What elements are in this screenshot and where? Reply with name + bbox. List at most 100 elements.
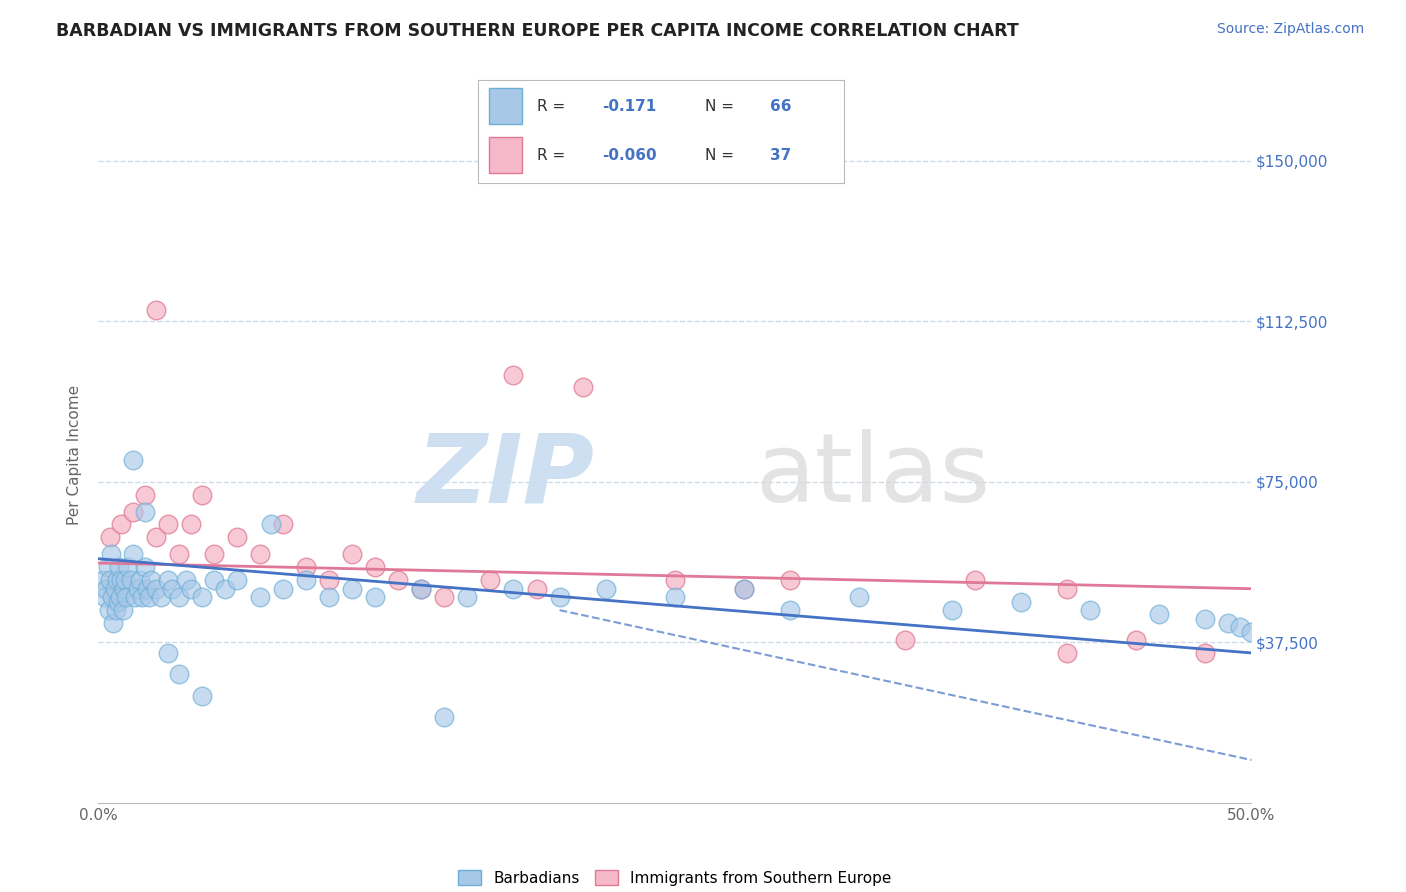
Point [191, 591, 214, 605]
Point [167, 591, 190, 605]
Point [733, 582, 755, 596]
Point [271, 582, 294, 596]
Point [364, 591, 387, 605]
Legend: Barbadians, Immigrants from Southern Europe: Barbadians, Immigrants from Southern Eur… [458, 870, 891, 886]
Point [110, 573, 132, 587]
Point [295, 560, 318, 574]
Point [340, 582, 363, 596]
Point [664, 591, 686, 605]
Point [111, 603, 134, 617]
Point [115, 591, 138, 605]
Point [1078, 603, 1101, 617]
Point [779, 603, 801, 617]
Point [107, 594, 129, 608]
Point [1056, 646, 1078, 660]
Point [134, 560, 156, 574]
Point [1056, 582, 1078, 596]
Point [135, 582, 157, 596]
Text: 37: 37 [770, 148, 792, 162]
Point [548, 591, 571, 605]
Point [180, 582, 202, 596]
Point [1010, 594, 1032, 608]
Point [571, 380, 593, 394]
Point [134, 487, 156, 501]
Point [295, 573, 318, 587]
Point [97, 603, 120, 617]
Point [160, 582, 183, 596]
Point [110, 591, 132, 605]
Point [387, 573, 409, 587]
Point [122, 453, 145, 467]
FancyBboxPatch shape [489, 136, 522, 173]
Point [127, 582, 149, 596]
Point [779, 573, 801, 587]
Point [120, 573, 142, 587]
Point [249, 591, 271, 605]
Point [595, 582, 617, 596]
Point [108, 560, 131, 574]
Text: R =: R = [537, 99, 565, 114]
Point [1194, 612, 1216, 626]
Point [112, 582, 135, 596]
Point [180, 517, 202, 532]
Point [1194, 646, 1216, 660]
Text: BARBADIAN VS IMMIGRANTS FROM SOUTHERN EUROPE PER CAPITA INCOME CORRELATION CHART: BARBADIAN VS IMMIGRANTS FROM SOUTHERN EU… [56, 22, 1019, 40]
Point [733, 582, 755, 596]
Point [122, 548, 145, 562]
Point [101, 591, 124, 605]
Point [456, 591, 478, 605]
Point [138, 591, 160, 605]
Point [963, 573, 986, 587]
Point [167, 667, 190, 681]
Point [141, 573, 163, 587]
Point [145, 303, 167, 318]
Point [100, 548, 122, 562]
Point [1240, 624, 1263, 639]
Point [225, 573, 247, 587]
Text: 66: 66 [770, 99, 792, 114]
Point [124, 591, 146, 605]
Y-axis label: Per Capita Income: Per Capita Income [67, 384, 83, 525]
Point [134, 505, 156, 519]
Point [340, 548, 363, 562]
Point [318, 591, 340, 605]
FancyBboxPatch shape [489, 88, 522, 124]
Point [202, 573, 225, 587]
Text: -0.060: -0.060 [602, 148, 657, 162]
Point [104, 603, 127, 617]
Point [122, 505, 145, 519]
Point [191, 689, 214, 703]
Point [433, 710, 456, 724]
Point [110, 517, 132, 532]
Point [249, 548, 271, 562]
Point [664, 573, 686, 587]
Point [96, 582, 118, 596]
Point [894, 633, 917, 648]
Point [271, 517, 294, 532]
Point [98, 573, 121, 587]
Point [97, 560, 120, 574]
Point [98, 530, 121, 544]
Point [156, 573, 179, 587]
Point [117, 560, 139, 574]
Point [941, 603, 963, 617]
Point [433, 591, 456, 605]
Point [502, 582, 524, 596]
Point [129, 573, 152, 587]
Point [91, 573, 114, 587]
Point [1229, 620, 1251, 634]
Point [156, 517, 179, 532]
Point [260, 517, 283, 532]
Point [526, 582, 548, 596]
Text: atlas: atlas [755, 429, 991, 523]
Text: ZIP: ZIP [416, 429, 595, 523]
Point [94, 591, 117, 605]
Point [1218, 615, 1240, 630]
Point [145, 582, 167, 596]
Point [848, 591, 870, 605]
Point [202, 548, 225, 562]
Point [174, 573, 197, 587]
Point [131, 591, 153, 605]
Point [103, 615, 125, 630]
Text: R =: R = [537, 148, 565, 162]
